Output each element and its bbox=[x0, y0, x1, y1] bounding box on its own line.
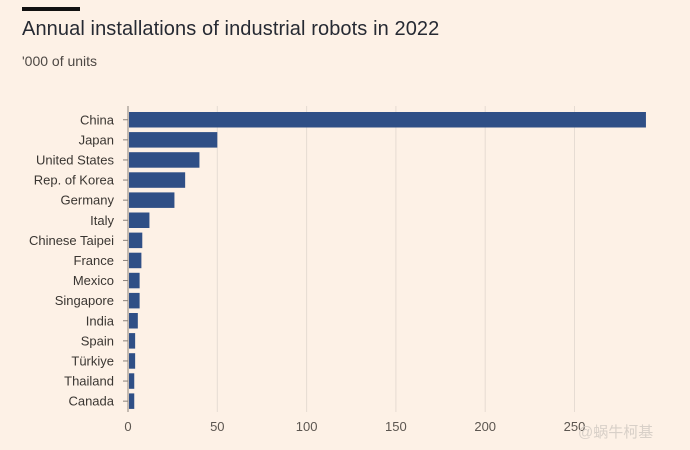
category-label: Singapore bbox=[55, 293, 114, 308]
title-accent-bar bbox=[22, 7, 80, 11]
category-label: Italy bbox=[90, 213, 114, 228]
bar bbox=[129, 333, 136, 349]
category-label: Germany bbox=[61, 193, 115, 208]
x-tick-label: 250 bbox=[564, 419, 586, 434]
bar bbox=[129, 252, 142, 269]
category-label: Spain bbox=[81, 333, 114, 348]
category-label: Türkiye bbox=[71, 353, 114, 368]
x-tick-label: 200 bbox=[474, 419, 496, 434]
watermark: @蜗牛柯基 bbox=[578, 424, 654, 441]
bar bbox=[129, 212, 150, 228]
bar bbox=[129, 393, 135, 409]
bar bbox=[129, 112, 646, 128]
category-label: Mexico bbox=[73, 273, 114, 288]
chart-title: Annual installations of industrial robot… bbox=[22, 18, 440, 40]
category-label: Chinese Taipei bbox=[29, 233, 114, 248]
category-label: India bbox=[86, 313, 115, 328]
bar bbox=[129, 152, 200, 168]
category-label: Rep. of Korea bbox=[34, 173, 115, 188]
category-label: France bbox=[74, 253, 114, 268]
category-label: Japan bbox=[79, 132, 114, 147]
bar bbox=[129, 353, 136, 369]
x-tick-label: 50 bbox=[210, 419, 224, 434]
category-label: Canada bbox=[68, 394, 114, 409]
category-label: China bbox=[80, 112, 115, 127]
bar bbox=[129, 192, 175, 208]
bar bbox=[129, 172, 186, 188]
bar bbox=[129, 373, 135, 389]
bar bbox=[129, 272, 140, 289]
bar bbox=[129, 232, 143, 249]
category-label: United States bbox=[36, 152, 115, 167]
chart-subtitle: '000 of units bbox=[22, 53, 98, 69]
x-tick-label: 150 bbox=[385, 419, 407, 434]
bar bbox=[129, 132, 218, 148]
bar bbox=[129, 313, 138, 329]
bar bbox=[129, 292, 140, 309]
x-tick-label: 100 bbox=[296, 419, 318, 434]
category-label: Thailand bbox=[64, 374, 114, 389]
x-tick-label: 0 bbox=[124, 419, 131, 434]
